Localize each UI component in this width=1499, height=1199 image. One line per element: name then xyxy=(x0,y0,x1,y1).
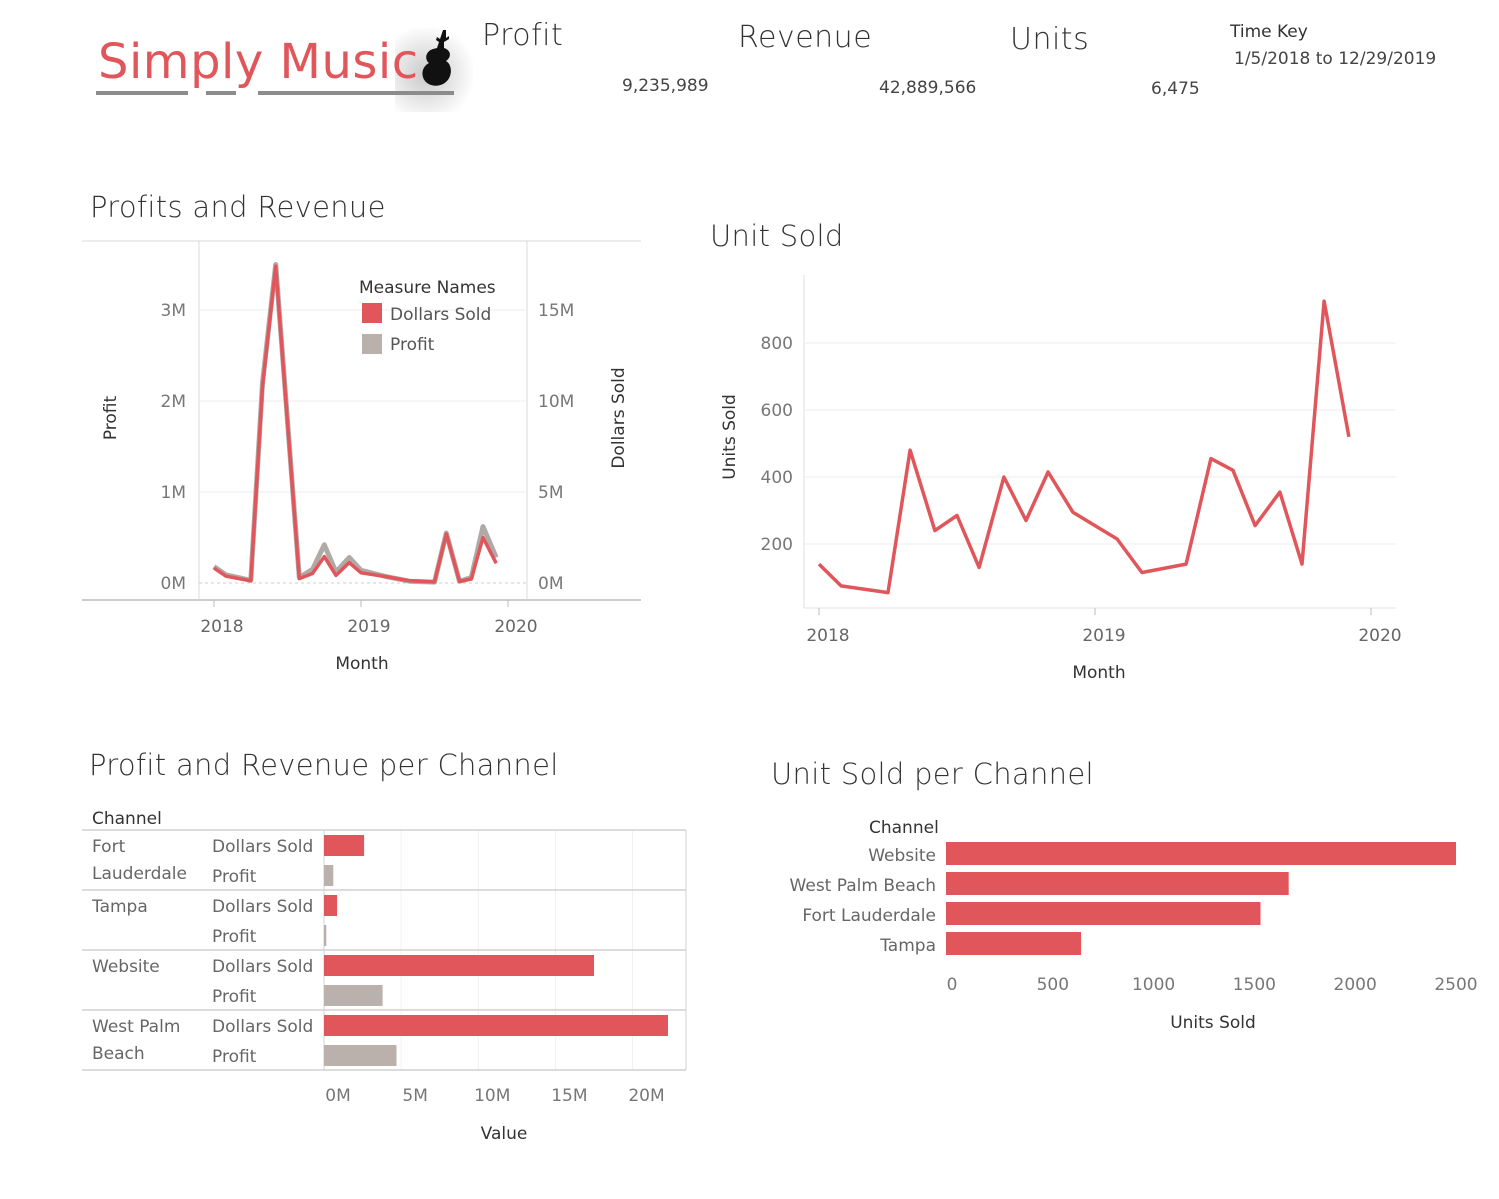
y2-tick-label: 0M xyxy=(538,574,563,594)
logo: Simply Music xyxy=(92,22,473,114)
units-kpi-label: Units xyxy=(1010,22,1090,57)
x-tick-label: 2018 xyxy=(200,617,243,637)
y2-tick-label: 15M xyxy=(538,301,574,321)
time-key-value: 1/5/2018 to 12/29/2019 xyxy=(1234,49,1437,69)
profits-revenue-title: Profits and Revenue xyxy=(90,190,386,224)
y-tick-label: 2M xyxy=(161,392,186,412)
legend-item-dollars-sold: Dollars Sold xyxy=(390,305,491,325)
units-kpi-value: 6,475 xyxy=(1151,79,1200,99)
legend-swatch-dollars-sold xyxy=(362,303,382,323)
chart1-legend[interactable]: Measure Names Dollars Sold Profit xyxy=(359,278,496,355)
legend-swatch-profit xyxy=(362,334,382,354)
y-tick-label: 0M xyxy=(161,574,186,594)
y2-tick-label: 5M xyxy=(538,483,563,503)
revenue-kpi-label: Revenue xyxy=(738,20,873,55)
logo-underline xyxy=(258,91,454,95)
channel-value-title: Profit and Revenue per Channel xyxy=(89,748,559,782)
unit-sold-title: Unit Sold xyxy=(710,219,844,253)
channel-units-title: Unit Sold per Channel xyxy=(771,757,1094,791)
chart1-y2label: Dollars Sold xyxy=(609,367,629,468)
chart1-ylabel: Profit xyxy=(101,395,121,440)
time-key-label: Time Key xyxy=(1230,22,1308,42)
dollars-sold-line xyxy=(213,264,498,584)
x-tick-label: 2019 xyxy=(347,617,390,637)
violin-icon xyxy=(422,30,451,86)
profit-kpi-label: Profit xyxy=(482,18,564,53)
logo-underline xyxy=(96,91,188,95)
y-tick-label: 1M xyxy=(161,483,186,503)
revenue-kpi-value: 42,889,566 xyxy=(879,78,977,98)
logo-text: Simply Music xyxy=(98,34,419,90)
legend-title: Measure Names xyxy=(359,278,496,298)
x-tick-label: 2020 xyxy=(494,617,537,637)
profit-kpi-value: 9,235,989 xyxy=(622,76,709,96)
chart1-xlabel: Month xyxy=(335,654,388,674)
y2-tick-label: 10M xyxy=(538,392,574,412)
legend-item-profit: Profit xyxy=(390,335,435,355)
logo-underline xyxy=(206,91,236,95)
y-tick-label: 3M xyxy=(161,301,186,321)
